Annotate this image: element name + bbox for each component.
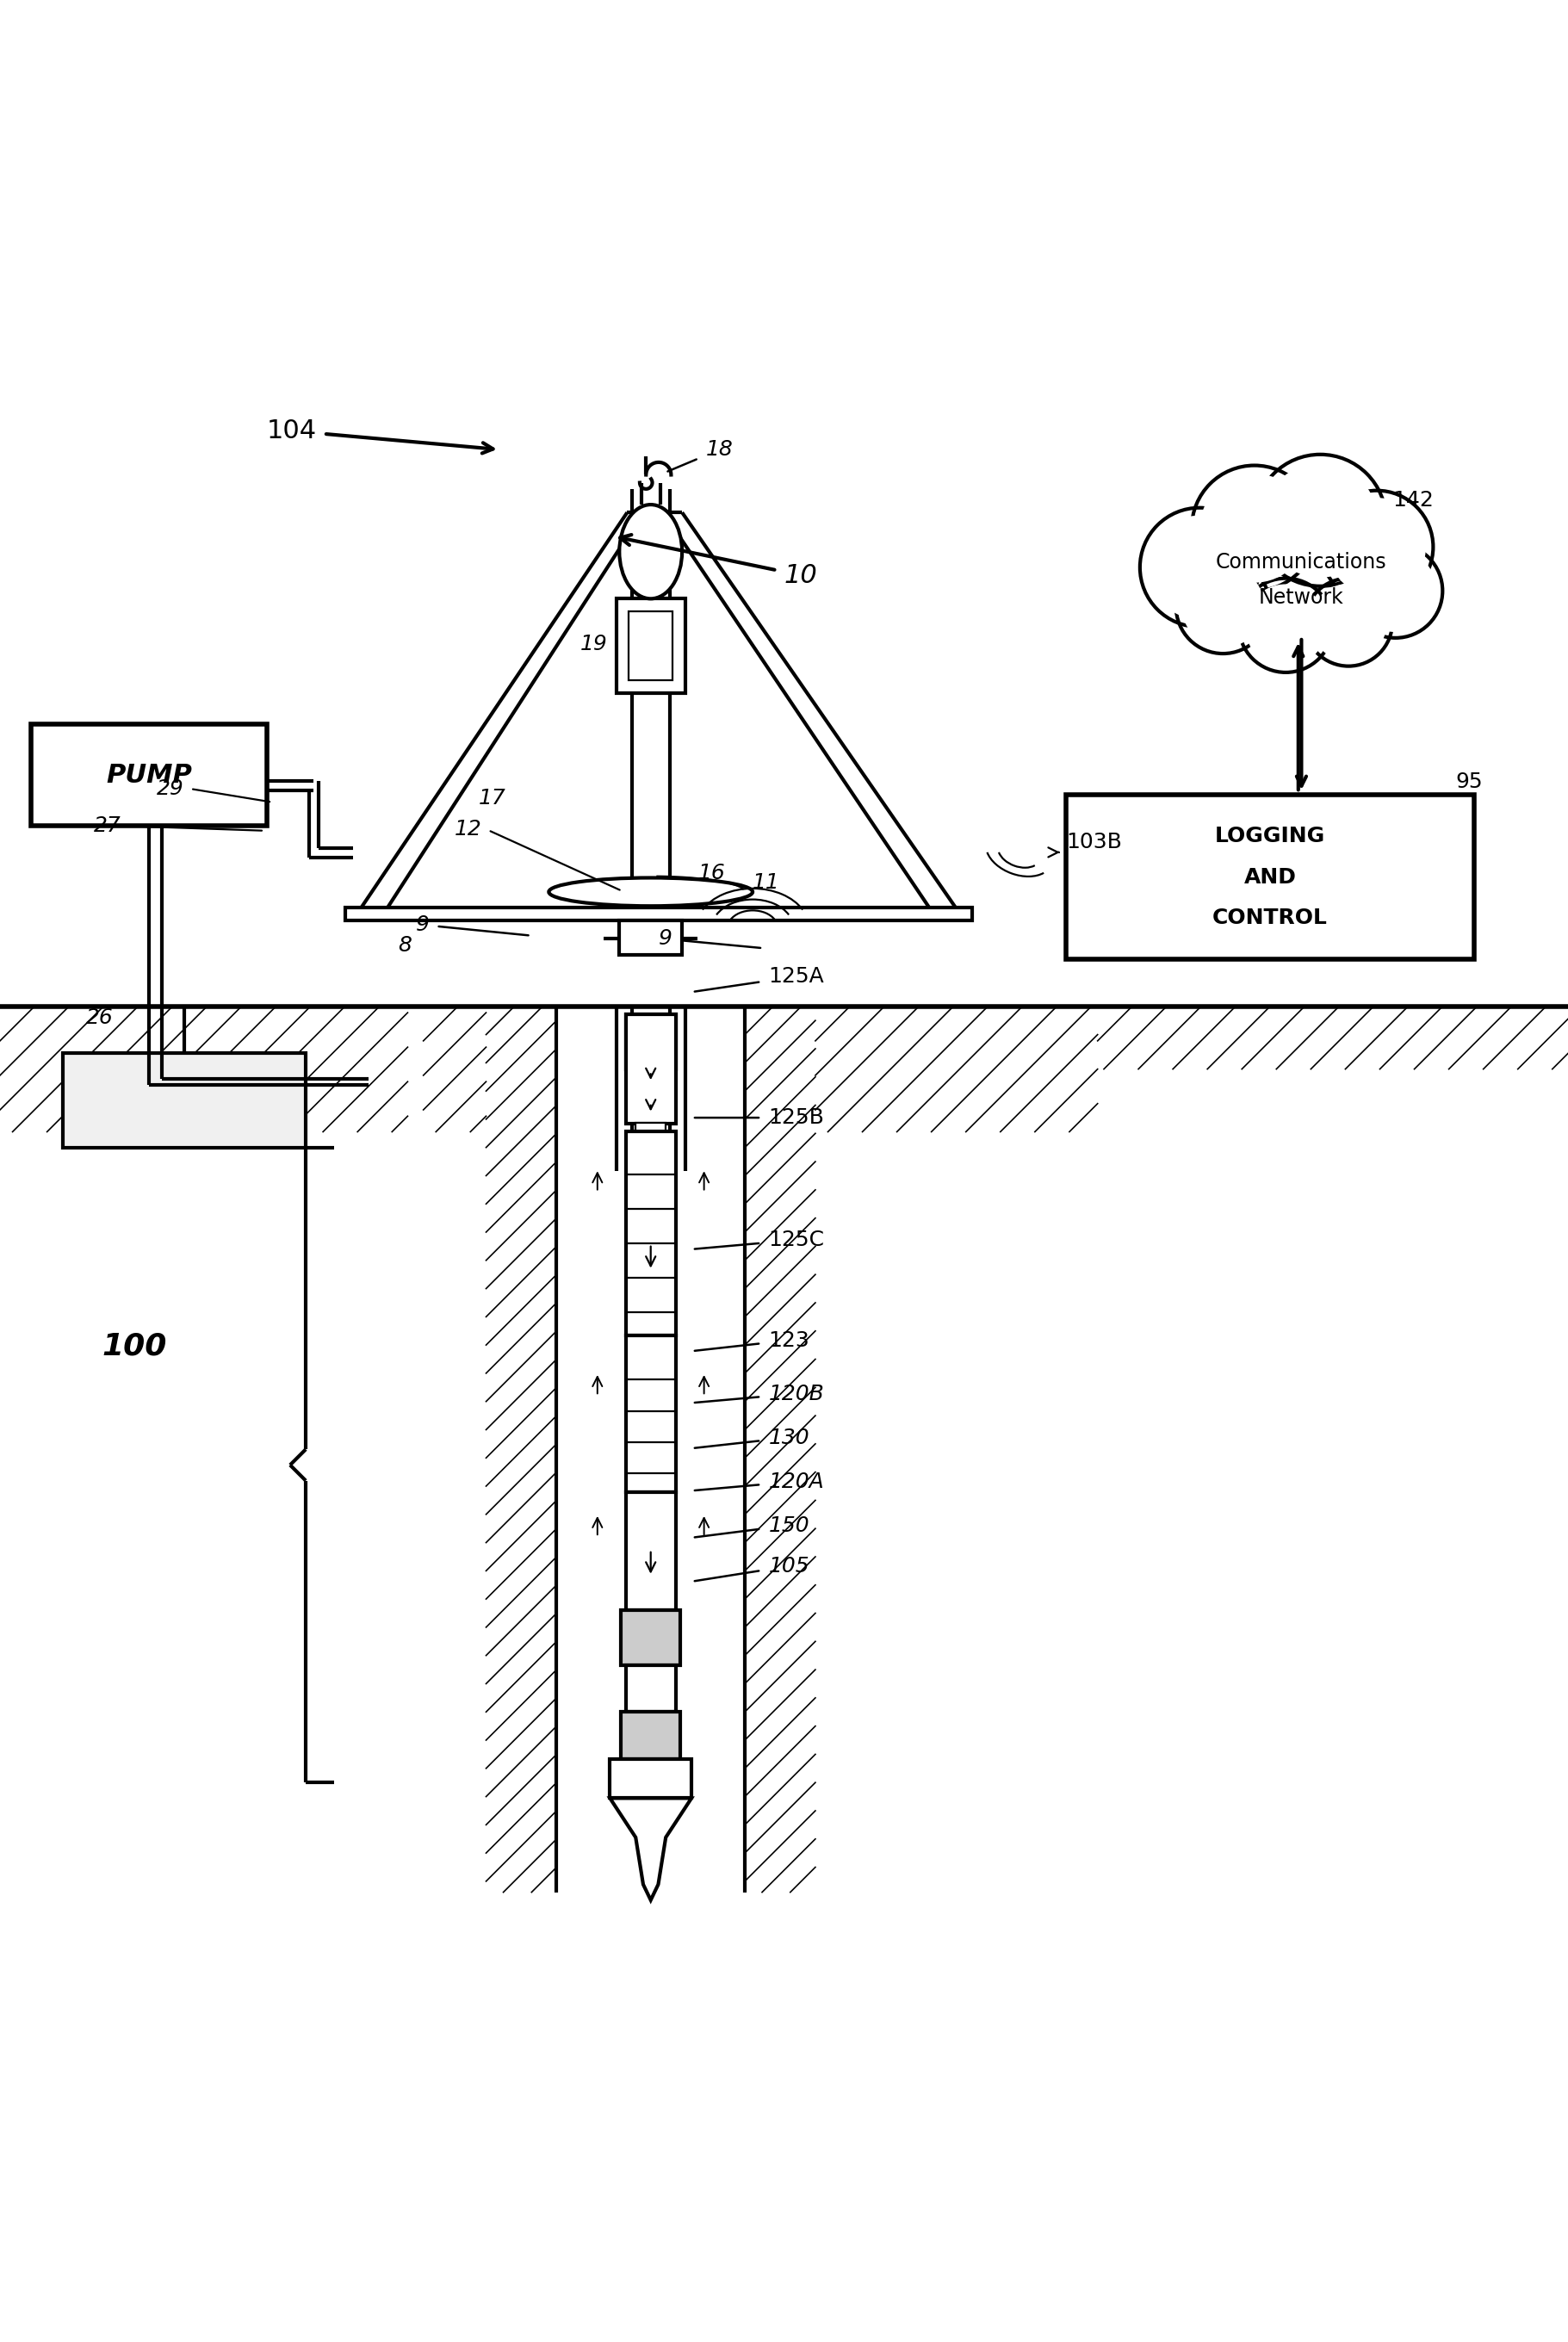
Circle shape [1348,543,1443,637]
Circle shape [1355,550,1436,630]
Bar [1066,794,1474,960]
Text: 150: 150 [695,1515,809,1536]
Circle shape [1305,578,1392,665]
Ellipse shape [619,504,682,600]
Circle shape [1201,475,1308,581]
Text: 9: 9 [659,930,760,949]
Text: 125C: 125C [695,1230,825,1251]
Bar [619,920,682,956]
Bar [31,724,267,827]
Bar [621,1712,681,1759]
Circle shape [1254,454,1386,586]
Text: 103B: 103B [1066,831,1123,852]
Circle shape [1328,499,1425,595]
Bar [610,1759,691,1799]
Bar [621,1609,681,1665]
Text: 27: 27 [94,815,121,836]
Text: 120B: 120B [695,1384,825,1403]
Bar [63,1054,306,1148]
Bar [626,1665,676,1712]
Circle shape [1311,586,1386,660]
Bar [626,1014,676,1124]
Bar [616,600,685,693]
Text: 17: 17 [478,787,505,808]
Bar [626,1131,676,1335]
Text: 29: 29 [157,778,183,799]
Text: 8: 8 [398,934,412,956]
Circle shape [1149,518,1250,618]
Text: 26: 26 [86,1007,113,1028]
Polygon shape [610,1799,691,1899]
Text: 123: 123 [695,1330,809,1351]
Text: 130: 130 [695,1426,809,1447]
Text: LOGGING: LOGGING [1215,824,1325,845]
Bar [345,909,972,920]
Bar [626,1335,676,1492]
Circle shape [1320,489,1433,604]
Text: 19: 19 [580,635,607,653]
Text: Network: Network [1259,588,1344,607]
Text: PUMP: PUMP [107,763,191,787]
Text: 104: 104 [267,419,492,454]
Text: 105: 105 [695,1555,809,1581]
Bar [626,1014,676,1068]
Bar [626,1492,676,1609]
Text: 16: 16 [698,862,724,883]
Bar [629,611,673,679]
Text: 9: 9 [416,913,528,934]
Text: 125A: 125A [695,967,825,991]
Text: 100: 100 [102,1333,166,1361]
Circle shape [1264,464,1377,576]
Text: 10: 10 [619,534,817,588]
Circle shape [1245,586,1327,665]
Circle shape [1176,560,1270,653]
Bar [635,1122,666,1131]
Text: AND: AND [1243,867,1297,888]
Text: 120A: 120A [695,1471,825,1492]
Circle shape [1182,567,1264,646]
Text: Communications: Communications [1215,553,1388,574]
Circle shape [1140,508,1259,628]
Text: 18: 18 [668,440,732,471]
Text: 142: 142 [1392,489,1433,511]
Circle shape [1239,578,1333,672]
Ellipse shape [549,878,753,906]
Text: CONTROL: CONTROL [1212,909,1328,927]
Text: 125B: 125B [695,1108,825,1129]
Text: 95: 95 [1455,773,1482,792]
Text: 11: 11 [753,871,779,892]
Circle shape [1192,466,1317,590]
Text: 12: 12 [455,820,481,838]
